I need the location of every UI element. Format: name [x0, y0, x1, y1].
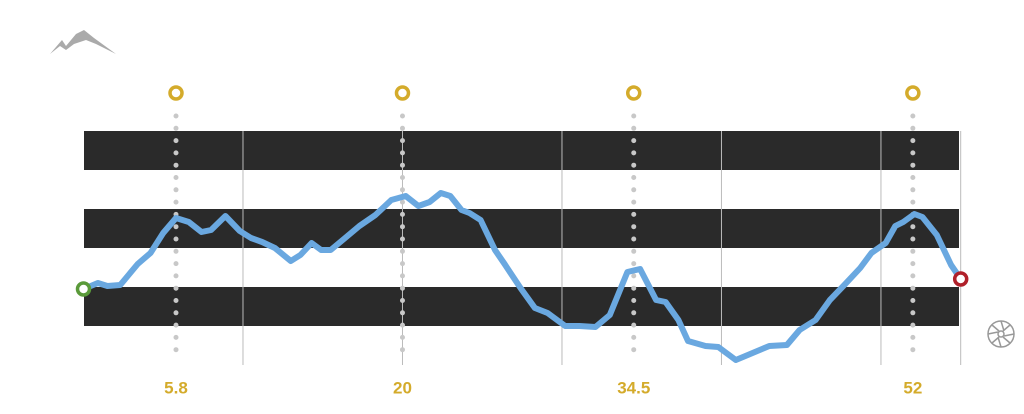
checkpoint-marker — [168, 85, 184, 101]
end-marker — [952, 271, 969, 287]
bands — [84, 131, 959, 326]
mountain-icon — [50, 30, 116, 54]
wheel-icon — [987, 320, 1015, 348]
elevation-line — [80, 190, 964, 363]
checkpoints: 5.8 20 34.5 52 — [164, 85, 922, 397]
checkpoint-marker — [394, 85, 411, 101]
checkpoint-label: 34.5 — [617, 378, 650, 397]
checkpoint-marker — [625, 85, 642, 101]
checkpoint-marker — [905, 85, 921, 101]
profile — [75, 190, 969, 363]
checkpoint-label: 5.8 — [164, 378, 188, 397]
start-marker — [75, 281, 92, 297]
checkpoint-label: 20 — [393, 378, 412, 397]
checkpoint-label: 52 — [903, 378, 922, 397]
